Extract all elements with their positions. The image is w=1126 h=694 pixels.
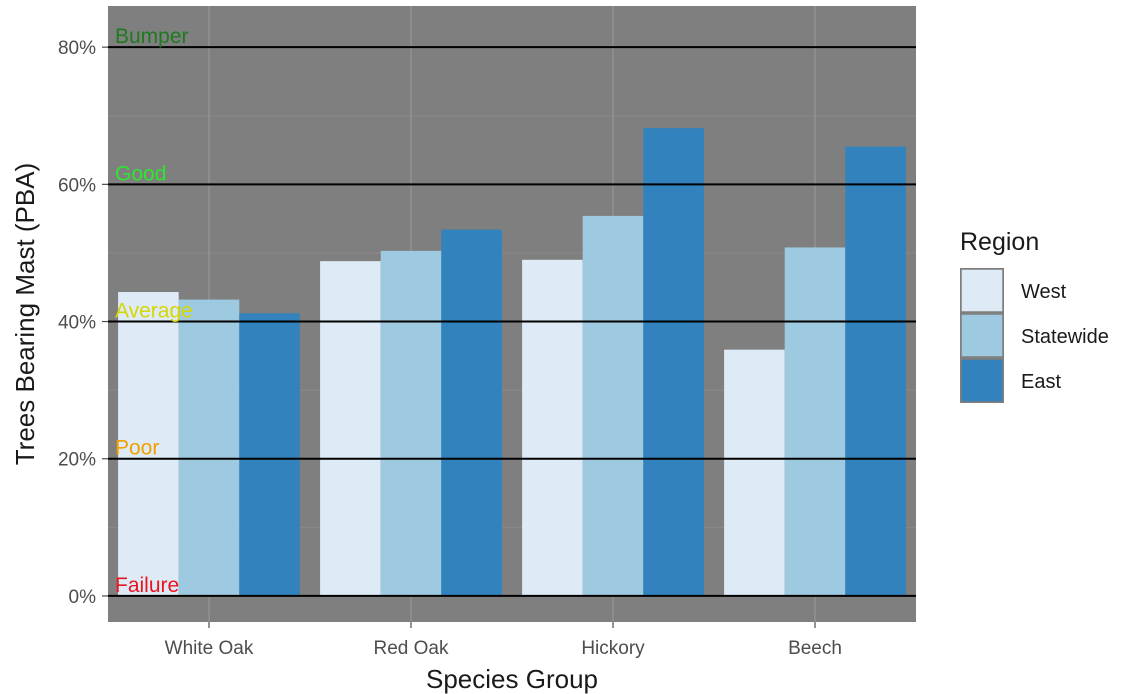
legend-label: Statewide	[1021, 326, 1109, 348]
bar-east-1	[239, 313, 300, 596]
legend-title: Region	[960, 228, 1039, 256]
y-tick-label: 20%	[58, 450, 96, 471]
bar-west-1	[118, 292, 179, 596]
bar-statewide-4	[784, 247, 846, 596]
x-axis-title: Species Group	[426, 664, 598, 694]
legend-key-west	[961, 269, 1003, 312]
x-tick-label: White Oak	[165, 638, 254, 659]
legend: Region West Statewide East	[960, 228, 1109, 403]
reference-label: Average	[115, 300, 193, 323]
bar-west-2	[320, 261, 381, 596]
x-tick-label: Hickory	[581, 638, 645, 659]
bar-east-3	[643, 128, 704, 596]
y-tick-label: 80%	[58, 38, 96, 59]
reference-label: Failure	[115, 574, 179, 597]
bar-west-4	[724, 349, 785, 596]
y-tick-label: 0%	[69, 587, 97, 608]
legend-key-east	[961, 359, 1003, 402]
reference-lines: Bumper Good Average Poor Failure	[108, 25, 916, 597]
bar-west-3	[522, 259, 583, 596]
bars	[118, 128, 906, 596]
legend-key-statewide	[961, 314, 1003, 357]
reference-label: Bumper	[115, 25, 189, 48]
x-tick-label: Beech	[788, 638, 842, 659]
bar-east-4	[845, 146, 906, 596]
reference-label: Good	[115, 162, 166, 185]
x-tick-label: Red Oak	[374, 638, 449, 659]
legend-label: East	[1021, 371, 1061, 393]
x-axis: White Oak Red Oak Hickory Beech	[165, 622, 842, 659]
y-tick-label: 40%	[58, 313, 96, 334]
bar-east-2	[441, 229, 502, 596]
legend-label: West	[1021, 281, 1067, 303]
y-tick-label: 60%	[58, 175, 96, 196]
bar-statewide-3	[582, 215, 644, 596]
y-axis-title: Trees Bearing Mast (PBA)	[10, 163, 40, 465]
bar-statewide-2	[380, 250, 442, 596]
y-axis: 0% 20% 40% 60% 80%	[58, 38, 108, 608]
reference-label: Poor	[115, 437, 159, 460]
bar-statewide-1	[178, 299, 240, 596]
